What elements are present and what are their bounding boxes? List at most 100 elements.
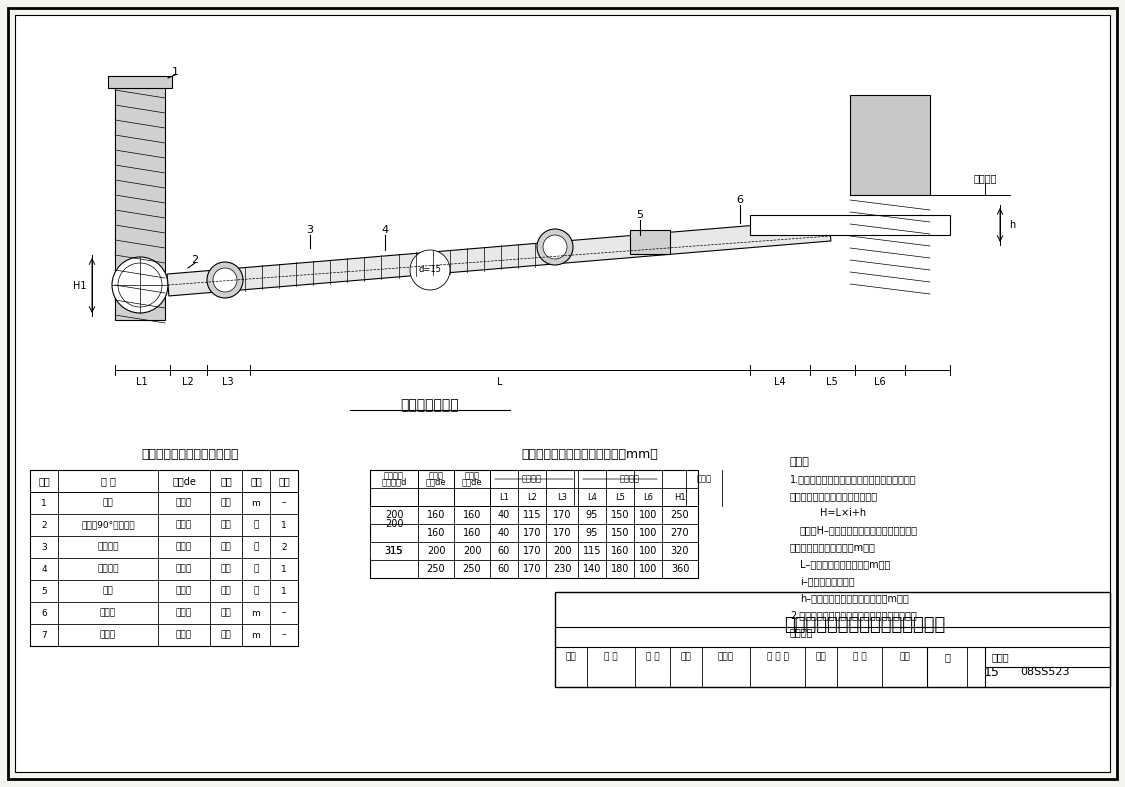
Text: 115: 115 (523, 510, 541, 520)
Text: 4: 4 (381, 225, 388, 235)
Text: 数量: 数量 (278, 476, 290, 486)
Text: H1: H1 (73, 281, 87, 291)
Text: 160: 160 (462, 510, 482, 520)
Text: 个: 个 (253, 542, 259, 552)
Text: 井座高: 井座高 (696, 475, 711, 483)
Text: 6: 6 (42, 608, 47, 618)
Text: 180: 180 (611, 564, 629, 574)
Text: 320: 320 (670, 546, 690, 556)
Text: 2.球形接头亦可用于平面或空间角度调整，但不: 2.球形接头亦可用于平面或空间角度调整，但不 (790, 610, 917, 620)
Text: 5: 5 (637, 210, 643, 220)
Circle shape (543, 235, 567, 259)
Text: L1: L1 (136, 377, 147, 387)
Text: –: – (281, 630, 286, 640)
Text: 170: 170 (552, 528, 572, 538)
Bar (850, 95, 930, 195)
Text: H=L×i+h: H=L×i+h (820, 508, 866, 518)
Text: 200: 200 (462, 546, 482, 556)
Text: 15: 15 (984, 666, 1000, 678)
Text: 图集号: 图集号 (991, 652, 1009, 662)
Text: 塑料: 塑料 (220, 608, 232, 618)
Text: 井筒: 井筒 (102, 498, 114, 508)
Text: 接户管: 接户管 (465, 471, 479, 481)
Text: 60: 60 (498, 564, 510, 574)
Text: L: L (497, 377, 503, 387)
Text: L5: L5 (615, 493, 626, 501)
Text: 管接: 管接 (102, 586, 114, 596)
Text: 按设计: 按设计 (176, 498, 192, 508)
Text: L6: L6 (874, 377, 885, 387)
Text: 设计: 设计 (816, 652, 827, 662)
Text: –: – (281, 608, 286, 618)
Text: 说明：: 说明： (790, 457, 810, 467)
Circle shape (112, 257, 168, 313)
Text: 250: 250 (426, 564, 446, 574)
Text: 张 燕: 张 燕 (604, 652, 618, 662)
Text: 170: 170 (523, 528, 541, 538)
Text: 100: 100 (639, 564, 657, 574)
Text: 管径de: 管径de (425, 477, 447, 486)
Text: 100: 100 (639, 510, 657, 520)
Text: 08SS523: 08SS523 (1020, 667, 1070, 677)
Circle shape (207, 262, 243, 298)
Text: h: h (1009, 220, 1015, 230)
Circle shape (537, 229, 573, 265)
Text: 个: 个 (253, 564, 259, 574)
Text: 可设置球形接头，并按下式计算：: 可设置球形接头，并按下式计算： (790, 491, 879, 501)
Polygon shape (168, 219, 831, 296)
Text: 按设计: 按设计 (176, 564, 192, 574)
Text: d=15: d=15 (418, 265, 441, 275)
Bar (108, 76, 172, 88)
Text: 40: 40 (498, 528, 510, 538)
Text: L5: L5 (826, 377, 838, 387)
Text: 95: 95 (586, 510, 598, 520)
Text: 7: 7 (42, 630, 47, 640)
Text: 井座连接: 井座连接 (384, 471, 404, 481)
Text: 审核: 审核 (566, 652, 576, 662)
Text: 管径de: 管径de (461, 477, 483, 486)
Text: 60: 60 (498, 546, 510, 556)
Text: 270: 270 (670, 528, 690, 538)
Bar (115, 80, 165, 320)
Text: 球形接头调整坡度主要尺寸表（mm）: 球形接头调整坡度主要尺寸表（mm） (522, 449, 658, 461)
Text: 接户管: 接户管 (100, 630, 116, 640)
Text: 3: 3 (306, 225, 314, 235)
Text: 2: 2 (42, 520, 47, 530)
Circle shape (118, 263, 162, 307)
Text: L6: L6 (644, 493, 652, 501)
Text: 200: 200 (552, 546, 572, 556)
Bar (370, 470, 698, 578)
Text: 360: 360 (670, 564, 690, 574)
Text: –: – (281, 498, 286, 508)
Text: 材料: 材料 (220, 476, 232, 486)
Text: 200: 200 (385, 519, 403, 529)
Text: 按设计: 按设计 (176, 608, 192, 618)
Text: 个: 个 (253, 520, 259, 530)
Text: 160: 160 (462, 528, 482, 538)
Text: 球形接头调整坡度主要材料表: 球形接头调整坡度主要材料表 (142, 449, 238, 461)
Bar (370, 507, 417, 523)
Text: 170: 170 (523, 564, 541, 574)
Text: 150: 150 (611, 510, 629, 520)
Text: 95: 95 (586, 528, 598, 538)
Text: L4: L4 (587, 493, 597, 501)
Text: 315: 315 (385, 546, 403, 556)
Text: 伸缩管接: 伸缩管接 (97, 564, 119, 574)
Text: 按设计: 按设计 (176, 542, 192, 552)
Text: 4: 4 (42, 564, 47, 574)
Text: 315: 315 (385, 546, 403, 556)
Text: h–结构封顶后建筑设计沉降量（m）。: h–结构封顶后建筑设计沉降量（m）。 (800, 593, 909, 603)
Text: 按设计: 按设计 (176, 630, 192, 640)
Text: 调整坡度立面图: 调整坡度立面图 (400, 398, 459, 412)
Text: 160: 160 (426, 510, 446, 520)
Text: L3: L3 (223, 377, 234, 387)
Text: m: m (252, 630, 260, 640)
Text: 1.当建筑物沉降较大，按设计需要调整坡度时，: 1.当建筑物沉降较大，按设计需要调整坡度时， (790, 474, 917, 484)
Bar (555, 592, 1110, 687)
Bar (18, 18, 1107, 430)
Text: 校对: 校对 (681, 652, 692, 662)
Text: 2: 2 (281, 542, 287, 552)
Text: 1: 1 (171, 67, 179, 77)
Text: 140: 140 (583, 564, 601, 574)
Text: 按设计: 按设计 (176, 586, 192, 596)
